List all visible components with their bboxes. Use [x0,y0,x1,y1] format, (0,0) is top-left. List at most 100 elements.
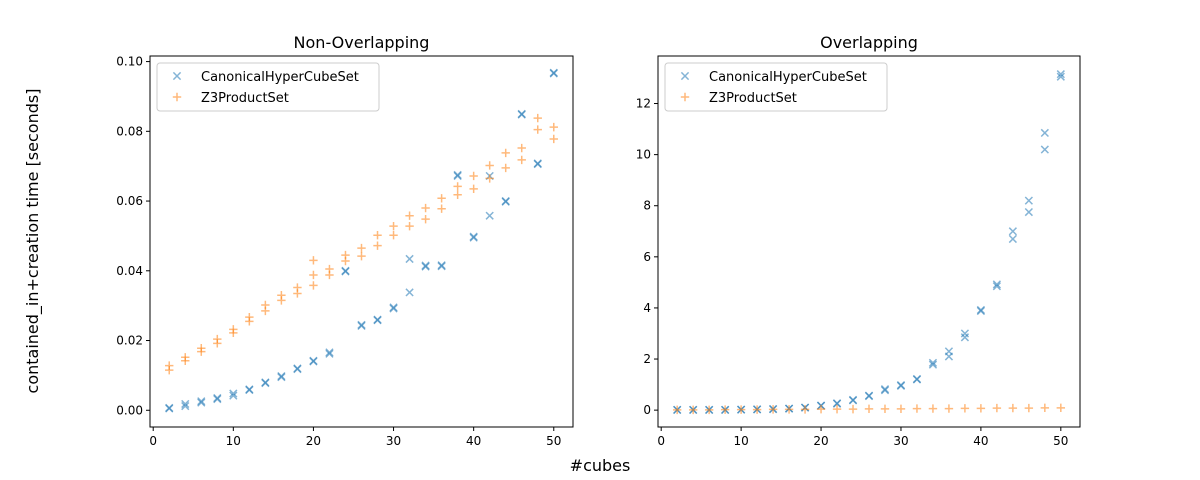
data-point-plus [501,163,510,173]
data-point-plus [421,203,430,213]
data-point-x [165,403,174,412]
data-point-x [261,378,270,387]
data-point-plus [549,122,558,132]
x-tick-label: 20 [306,434,321,448]
data-point-plus [309,281,318,290]
data-point-x [944,347,954,356]
data-point-plus [976,404,986,413]
legend-box [156,62,380,112]
data-point-plus [704,405,714,415]
legend-box [664,62,888,112]
data-point-plus [517,155,526,165]
data-point-x [277,371,286,381]
y-tick-label: 10 [636,148,651,162]
y-tick-label: 4 [643,301,651,315]
data-point-plus [373,241,382,250]
y-tick-label: 0.08 [116,124,143,138]
figure-ylabel: contained_in+creation time [seconds] [23,89,43,394]
data-point-x [197,398,206,407]
data-point-x [832,399,842,408]
data-point-x [848,395,858,405]
data-point-x [181,401,190,411]
legend-label: CanonicalHyperCubeSet [709,70,867,85]
x-tick-label: 30 [893,434,908,448]
data-point-plus [533,125,542,134]
data-point-x [405,288,414,297]
data-point-x [1040,128,1049,138]
legend-marker-plus [172,92,182,102]
chart-title: Overlapping [820,33,918,52]
data-point-plus [293,283,302,292]
data-point-x [325,348,334,357]
x-tick-label: 0 [149,434,157,448]
data-point-plus [736,405,746,414]
axes-frame [149,55,574,428]
y-tick-label: 0.06 [116,194,143,208]
data-point-plus [453,190,462,199]
data-point-plus [768,405,778,414]
panel-non-overlapping: Non-Overlapping 0 10 20 30 40 50 0.00 0.02 0.04 0.… [116,33,574,448]
data-point-x [309,356,318,365]
data-point-x [389,303,398,312]
data-point-plus [341,250,350,260]
data-point-x [928,358,938,367]
chart-title: Non-Overlapping [294,33,430,52]
series-CanonicalHyperCubeSet [673,70,1065,415]
data-point-x [357,320,366,329]
x-tick-label: 10 [226,434,241,448]
legend-label: CanonicalHyperCubeSet [201,70,359,85]
y-tick-label: 0 [643,403,651,417]
data-point-plus [800,405,810,414]
data-point-x [325,349,334,358]
data-point-plus [517,143,526,153]
legend-marker-plus [680,92,690,102]
data-point-plus [752,405,762,414]
data-point-plus [1040,403,1050,413]
y-tick-label: 0.02 [116,334,143,348]
data-point-x [976,305,986,315]
data-point-plus [688,405,698,415]
data-point-x [1040,145,1049,154]
data-point-x [341,266,350,275]
data-point-x [437,261,446,270]
data-point-x [501,196,510,206]
data-point-plus [912,404,922,413]
data-point-plus [848,404,858,414]
data-point-x [245,385,254,394]
data-point-plus [816,404,826,414]
data-point-x [373,315,382,324]
data-point-plus [549,134,558,144]
panel-overlapping: Overlapping 0 10 20 30 40 50 0 2 4 6 8 10 12 Canonical… [636,33,1081,448]
data-point-plus [277,290,286,300]
data-point-plus [928,404,938,413]
data-point-x [485,211,494,220]
data-point-plus [832,404,842,414]
data-point-plus [389,221,398,231]
x-tick-label: 40 [466,434,481,448]
x-tick-label: 40 [973,434,988,448]
data-point-x [213,393,222,403]
legend-marker-x [172,71,182,81]
series-CanonicalHyperCubeSet [165,68,558,413]
y-tick-label: 0.04 [116,264,143,278]
x-tick-label: 0 [657,434,665,448]
data-point-plus [720,405,730,414]
data-point-x [1024,196,1033,205]
data-point-plus [960,404,970,413]
data-point-plus [437,194,446,203]
axes-frame [657,55,1081,428]
data-point-plus [197,343,206,353]
data-point-plus [485,174,494,183]
data-point-plus [453,182,462,191]
data-point-x [453,170,462,180]
data-point-x [469,232,478,241]
data-point-x [181,399,190,409]
data-point-x [880,385,890,394]
data-point-x [896,380,906,390]
y-tick-label: 8 [643,199,651,213]
legend-label: Z3ProductSet [709,91,797,106]
x-tick-label: 20 [813,434,828,448]
data-point-plus [1024,403,1034,413]
legend: CanonicalHyperCubeSet Z3ProductSet [156,62,380,112]
